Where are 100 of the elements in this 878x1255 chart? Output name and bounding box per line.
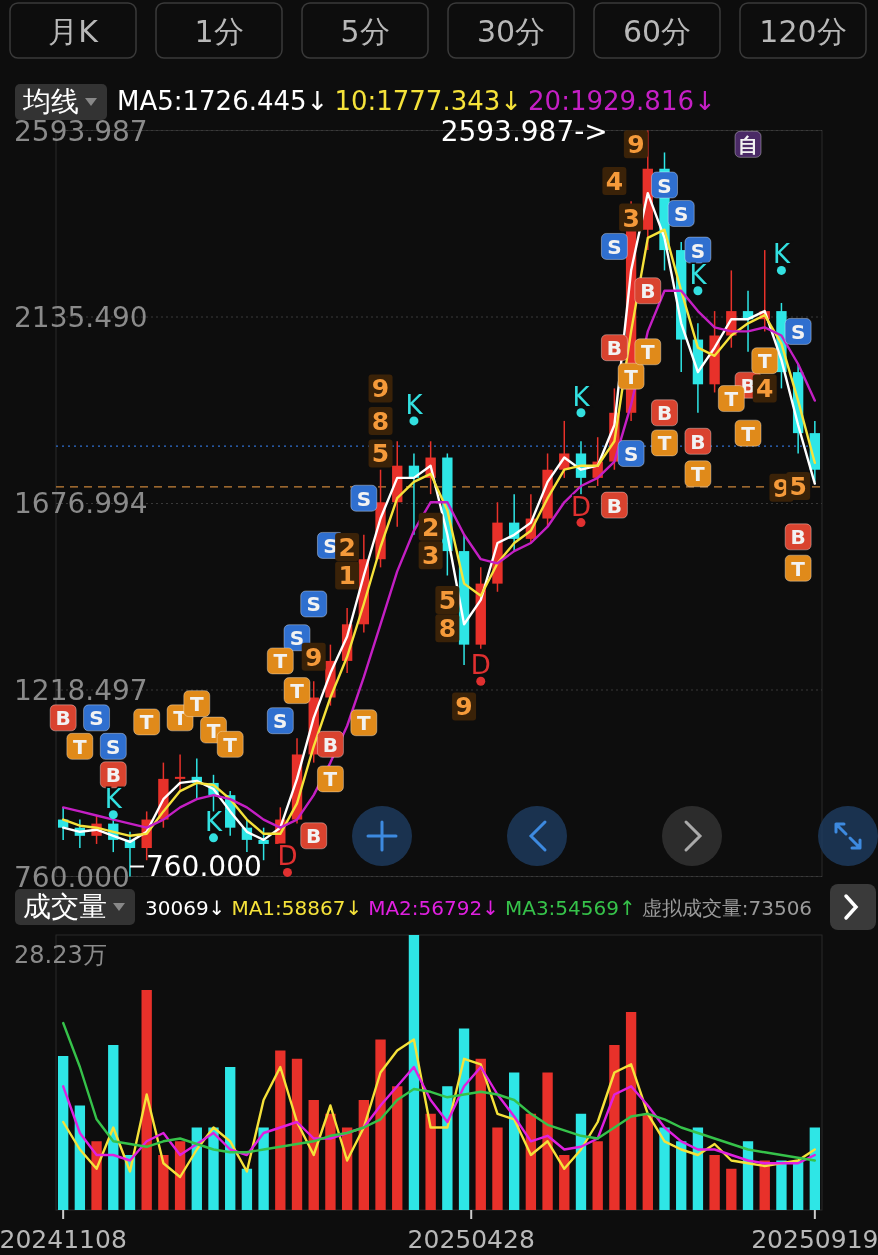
bar [458, 1028, 470, 1210]
bar [108, 1045, 119, 1210]
data-label: S [790, 319, 806, 344]
point [476, 676, 486, 686]
data-label: K [204, 806, 223, 837]
annotation: 8 [438, 614, 457, 644]
text: MA1:58867↓ [231, 896, 363, 920]
annotation: 5 [371, 439, 390, 469]
bar [57, 1056, 69, 1210]
bar [809, 1127, 821, 1210]
data-label: T [290, 679, 305, 704]
point [576, 408, 586, 418]
bar [776, 1160, 787, 1210]
data-label: B [790, 525, 806, 550]
bar [258, 1127, 269, 1210]
data-label: T [323, 767, 338, 792]
data-label: S [306, 592, 321, 617]
data-label: S [273, 709, 288, 734]
point [576, 518, 586, 528]
bar [158, 1155, 169, 1210]
data-label: S [623, 441, 639, 466]
data-label: S [89, 706, 104, 731]
data-label: S [657, 173, 672, 198]
data-label: S [106, 734, 121, 759]
bar [542, 1072, 553, 1210]
bar [659, 1127, 670, 1210]
text: MA2:56792↓ [368, 896, 499, 920]
annotation: 5 [789, 472, 807, 502]
x-tick-label: 20250919 [751, 1225, 878, 1254]
text: 月K [48, 13, 100, 49]
bar [425, 1113, 436, 1210]
data-label: T [791, 556, 806, 581]
data-label: S [607, 234, 622, 259]
data-label: D [277, 841, 298, 872]
data-label: T [357, 711, 371, 736]
data-label: B [55, 706, 71, 731]
annotation: 3 [421, 541, 440, 571]
data-label: D [570, 491, 591, 522]
annotation: 9 [455, 692, 473, 722]
bar [141, 990, 152, 1210]
annotation: 5 [438, 585, 457, 615]
candlestick [258, 826, 269, 861]
data-label: B [640, 279, 656, 304]
y-tick-label: 1676.994 [14, 487, 148, 521]
data-label: B [322, 732, 339, 757]
annotation: 4 [605, 166, 624, 196]
legend-title: 成交量 [23, 890, 107, 923]
text: 30分 [476, 13, 546, 49]
point [409, 416, 419, 426]
bar [442, 1086, 453, 1210]
annotation: 8 [371, 406, 390, 436]
bar [392, 1086, 403, 1210]
data-label: T [691, 462, 706, 487]
bar [726, 1168, 737, 1210]
data-label: T [189, 692, 204, 717]
data-label: 自 [738, 132, 759, 157]
text: 5分 [340, 13, 390, 49]
candlestick [174, 753, 186, 792]
data-label: T [206, 718, 221, 743]
text: 30069↓ [145, 896, 226, 920]
data-label: T [657, 431, 672, 456]
data-label: K [772, 239, 791, 270]
text: 10:1777.343↓ [334, 86, 523, 116]
data-label: T [223, 732, 238, 757]
annotation: 3 [622, 203, 640, 233]
data-label: T [741, 421, 756, 446]
data-label: B [606, 336, 623, 361]
data-label: B [606, 493, 623, 518]
annotation: 9 [371, 374, 390, 404]
point [282, 867, 292, 877]
x-tick-label: 20250428 [407, 1225, 535, 1254]
data-label: T [724, 387, 739, 412]
bar [475, 1058, 486, 1210]
annotation: 2 [421, 512, 440, 542]
text: 60分 [622, 13, 692, 49]
text: 虚拟成交量:73506 [641, 896, 813, 920]
x-tick-label: 20241108 [0, 1225, 127, 1254]
text: MA5:1726.445↓ [117, 86, 329, 116]
data-label: T [757, 349, 772, 374]
data-label: S [674, 201, 689, 226]
bar [492, 1127, 503, 1210]
annotation: 9 [627, 130, 645, 160]
data-label: T [73, 734, 88, 759]
data-label: B [690, 429, 706, 454]
data-label: K [405, 389, 424, 420]
bar [408, 935, 420, 1210]
data-label: T [624, 364, 639, 389]
annotation: 4 [756, 374, 774, 404]
data-label: S [356, 486, 372, 511]
bar [625, 1012, 637, 1210]
y-tick-label: 1218.497 [14, 674, 148, 707]
bar [225, 1067, 236, 1210]
data-label: S [289, 626, 305, 651]
bar [676, 1141, 687, 1210]
text: 20:1929.816↓ [528, 86, 716, 116]
text: 120分 [759, 13, 847, 49]
bar [325, 1113, 336, 1210]
point [209, 833, 218, 843]
data-label: D [470, 650, 491, 681]
data-label: T [640, 340, 655, 365]
